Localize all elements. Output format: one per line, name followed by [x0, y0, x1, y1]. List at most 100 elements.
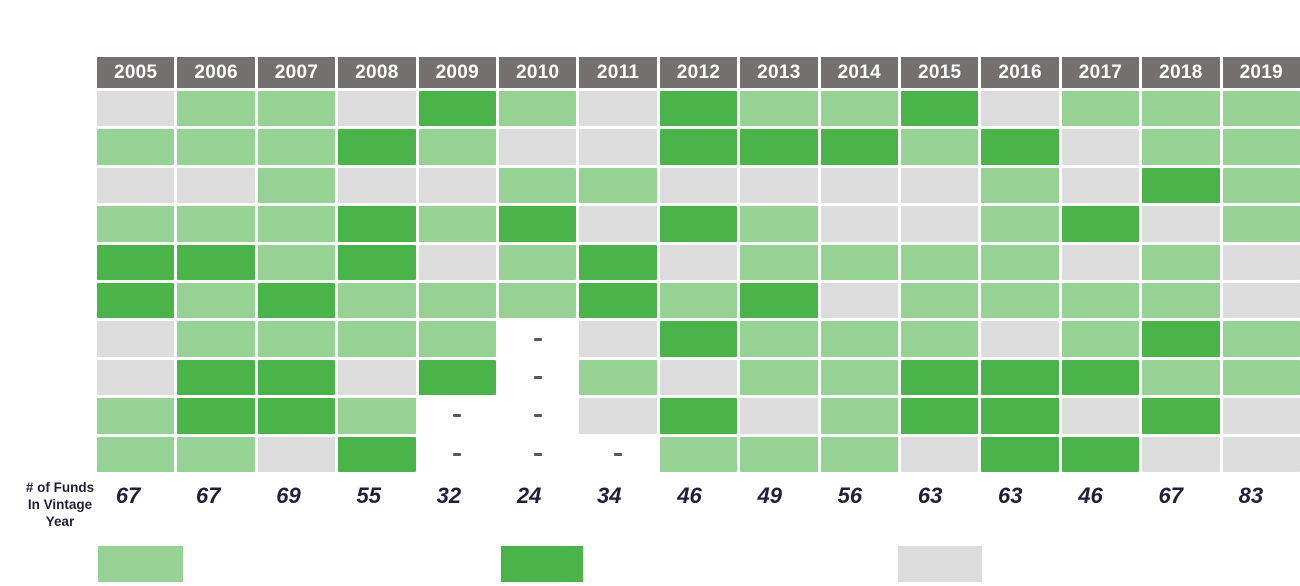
cell-2016-row3 [981, 167, 1059, 204]
cell-2018-row5 [1142, 244, 1220, 280]
cell-2011-row6 [579, 282, 657, 319]
cell-2019-row3 [1222, 167, 1300, 204]
cell-2012-row4 [659, 206, 738, 242]
legend-gray-swatch [898, 546, 982, 582]
cell-2007-row3 [257, 167, 336, 204]
cell-2017-row8 [1061, 359, 1140, 396]
funds-axis-label-line3: Year [45, 514, 75, 529]
funds-axis-label-line1: # of Funds [25, 480, 95, 495]
cell-2016-row9 [981, 398, 1059, 434]
cell-2006-row5 [177, 244, 255, 280]
cell-2013-row5 [740, 244, 818, 280]
cell-2017-row7 [1061, 321, 1140, 357]
cell-2013-row6 [740, 282, 818, 319]
cell-2014-row10 [820, 436, 898, 472]
cell-2014-row5 [820, 244, 898, 280]
cell-2007-row1 [257, 91, 336, 127]
cell-2013-row1 [740, 91, 818, 127]
funds-axis-label: # of Funds In Vintage Year [10, 479, 110, 530]
funds-count-2011: 34 [597, 483, 622, 508]
cell-2015-row6 [901, 282, 979, 319]
cell-2012-row7 [659, 321, 738, 357]
cell-2012-row3 [659, 167, 738, 204]
funds-count-2006: 67 [196, 483, 221, 508]
cell-2005-row10 [97, 436, 175, 472]
cell-2007-row10 [257, 436, 336, 472]
year-header-2008: 2008 [338, 57, 416, 88]
funds-axis-label-line2: In Vintage [27, 497, 93, 512]
cell-2016-row7 [981, 321, 1059, 357]
cell-2017-row10 [1061, 436, 1140, 472]
cell-2009-row6 [418, 282, 496, 319]
cell-2009-row3 [418, 167, 496, 204]
cell-2017-row2 [1061, 129, 1140, 165]
cell-2005-row2 [97, 129, 175, 165]
cell-2017-row3 [1061, 167, 1140, 204]
cell-2015-row8 [901, 359, 979, 396]
cell-2019-row5 [1222, 244, 1300, 280]
cell-2014-row1 [820, 91, 898, 127]
cell-2009-row4 [418, 206, 496, 242]
cell-2012-row8 [659, 359, 738, 396]
cell-2005-row9 [97, 398, 175, 434]
funds-count-2013: 49 [757, 483, 782, 508]
funds-count-2019: 83 [1238, 483, 1264, 508]
cell-2006-row1 [177, 91, 255, 127]
cell-2008-row7 [338, 321, 416, 357]
cell-2008-row5 [338, 244, 416, 280]
cell-2019-row10 [1222, 436, 1300, 472]
cell-2018-row6 [1142, 282, 1220, 319]
cell-2015-row5 [901, 244, 979, 280]
cell-2010-row5 [499, 244, 577, 280]
cell-2016-row5 [981, 244, 1059, 280]
year-header-2012: 2012 [659, 57, 738, 88]
empty-cell-dash: - [533, 452, 542, 456]
empty-cell-dash: - [453, 452, 462, 456]
cell-2014-row3 [820, 167, 898, 204]
funds-count-2012: 46 [677, 483, 702, 508]
empty-cell-dash: - [614, 452, 623, 456]
cell-2007-row8 [257, 359, 336, 396]
cell-2013-row10 [740, 436, 818, 472]
cell-2013-row9 [740, 398, 818, 434]
cell-2014-row7 [820, 321, 898, 357]
cell-2018-row4 [1142, 206, 1220, 242]
cell-2011-row5 [579, 244, 657, 280]
cell-2018-row10 [1142, 436, 1220, 472]
cell-2011-row9 [579, 398, 657, 434]
cell-2009-row8 [418, 359, 496, 396]
cell-2015-row3 [901, 167, 979, 204]
cell-2011-row2 [579, 129, 657, 165]
cell-2018-row9 [1142, 398, 1220, 434]
cell-2012-row1 [659, 91, 738, 127]
cell-2009-row5 [418, 244, 496, 280]
year-header-2007: 2007 [257, 57, 336, 88]
legend [0, 546, 1300, 582]
cell-2019-row1 [1222, 91, 1300, 127]
funds-count-2008: 55 [356, 483, 381, 508]
cell-2006-row2 [177, 129, 255, 165]
cell-2010-row2 [499, 129, 577, 165]
cell-2010-row1 [499, 91, 577, 127]
year-header-2005: 2005 [97, 57, 175, 88]
cell-2018-row2 [1142, 129, 1220, 165]
cell-2010-row3 [499, 167, 577, 204]
cell-2018-row8 [1142, 359, 1220, 396]
cell-2018-row1 [1142, 91, 1220, 127]
cell-2007-row9 [257, 398, 336, 434]
cell-2006-row9 [177, 398, 255, 434]
cell-2016-row4 [981, 206, 1059, 242]
cell-2007-row6 [257, 282, 336, 319]
empty-cell-dash: - [533, 375, 542, 379]
empty-cell-dash: - [533, 414, 542, 418]
year-header-2019: 2019 [1222, 57, 1300, 88]
cell-2015-row10 [901, 436, 979, 472]
cell-2015-row1 [901, 91, 979, 127]
cell-2005-row8 [97, 359, 175, 396]
cell-2016-row8 [981, 359, 1059, 396]
year-header-2014: 2014 [820, 57, 898, 88]
cell-2007-row2 [257, 129, 336, 165]
funds-count-2016: 63 [998, 483, 1023, 508]
cell-2018-row7 [1142, 321, 1220, 357]
cell-2006-row10 [177, 436, 255, 472]
